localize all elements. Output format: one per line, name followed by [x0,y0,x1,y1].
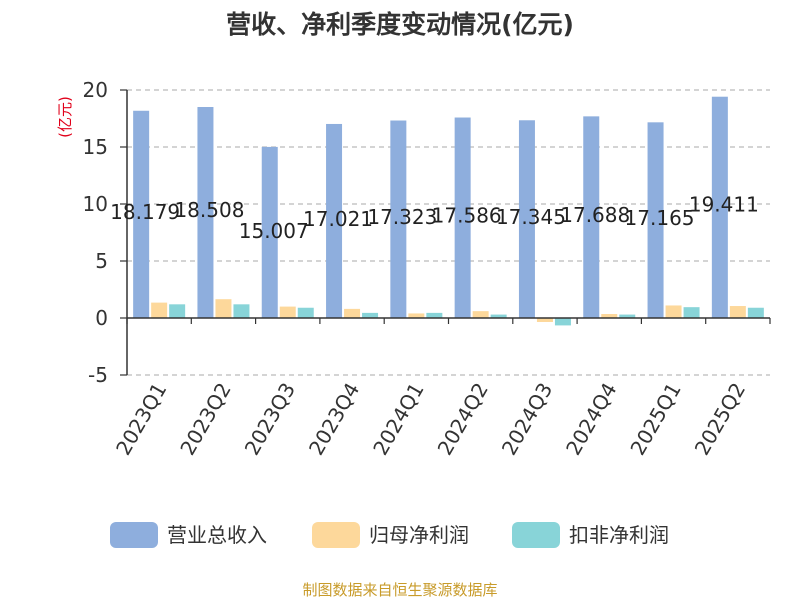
bar-2-2023Q1 [151,302,168,318]
data-label: 17.345 [496,205,566,229]
bar-1-2023Q1 [133,110,150,318]
bar-2-2023Q3 [279,306,296,318]
bar-2-2025Q1 [665,305,682,318]
legend-item[interactable]: 归母净利润 [312,522,469,548]
chart-title: 营收、净利季度变动情况(亿元) [226,10,574,39]
y-tick-label: 5 [95,249,108,273]
bar-1-2023Q4 [326,123,343,318]
y-axis-unit: (亿元) [56,96,74,138]
bar-1-2024Q4 [583,116,600,318]
y-tick-label: 0 [95,306,108,330]
legend-swatch [512,522,560,548]
x-tick-label: 2024Q2 [433,379,493,460]
bars [133,96,764,326]
bar-2-2024Q4 [601,314,618,318]
x-tick-label: 2024Q3 [497,379,557,460]
x-tick-label: 2025Q2 [690,379,750,460]
bar-3-2023Q3 [297,307,314,318]
bar-3-2023Q2 [233,304,250,318]
legend-swatch [110,522,158,548]
y-axis-ticks: 20 15 10 5 0 -5 [83,78,127,387]
bar-3-2024Q4 [619,314,636,318]
legend-label: 归母净利润 [369,523,469,547]
legend-label: 营业总收入 [167,523,267,547]
bar-3-2024Q3 [554,318,571,326]
bar-2-2024Q3 [536,318,553,322]
bar-1-2025Q1 [647,122,664,318]
x-tick-label: 2025Q1 [625,379,685,460]
y-tick-label: 20 [83,78,108,102]
data-label: 17.323 [367,205,437,229]
bar-1-2024Q2 [454,117,471,319]
bar-2-2024Q2 [472,311,489,318]
bar-2-2023Q2 [215,299,232,318]
data-label: 18.179 [110,200,180,224]
bar-3-2023Q1 [169,304,186,318]
source-note: 制图数据来自恒生聚源数据库 [302,581,497,599]
bar-3-2025Q1 [683,307,700,318]
y-tick-label: 10 [83,192,108,216]
data-label: 17.688 [560,203,630,227]
bar-3-2025Q2 [747,307,764,318]
x-tick-label: 2024Q4 [561,379,621,460]
grid-lines [127,89,770,376]
bar-1-2023Q2 [197,107,214,319]
data-labels: 18.17918.50815.00717.02117.32317.58617.3… [110,193,759,243]
legend-item[interactable]: 扣非净利润 [512,522,669,548]
bar-3-2024Q2 [490,314,507,318]
bar-2-2024Q1 [408,313,425,318]
bar-3-2024Q1 [426,312,443,318]
x-tick-label: 2023Q1 [111,379,171,460]
data-label: 15.007 [239,219,309,243]
legend-swatch [312,522,360,548]
data-label: 19.411 [689,193,759,217]
data-label: 17.165 [625,206,695,230]
x-axis-labels: 2023Q1 2023Q2 2023Q3 2023Q4 2024Q1 2024Q2 2024… [111,379,750,460]
x-tick-label: 2023Q4 [304,379,364,460]
bar-1-2024Q1 [390,120,407,319]
x-tick-label: 2024Q1 [368,379,428,460]
axes [126,90,771,375]
bar-3-2023Q4 [362,312,379,318]
bar-2-2023Q4 [344,308,361,318]
bar-1-2024Q3 [518,120,535,318]
bar-2-2025Q2 [729,306,746,318]
y-tick-label: 15 [83,135,108,159]
legend-item[interactable]: 营业总收入 [110,522,267,548]
data-label: 18.508 [174,198,244,222]
legend[interactable]: 营业总收入 归母净利润 扣非净利润 [110,522,669,548]
bar-1-2023Q3 [261,146,278,318]
legend-label: 扣非净利润 [569,523,669,547]
data-label: 17.021 [303,207,373,231]
y-tick-label: -5 [88,363,108,387]
x-tick-label: 2023Q3 [240,379,300,460]
x-tick-label: 2023Q2 [175,379,235,460]
bar-1-2025Q2 [711,96,728,318]
data-label: 17.586 [432,203,502,227]
